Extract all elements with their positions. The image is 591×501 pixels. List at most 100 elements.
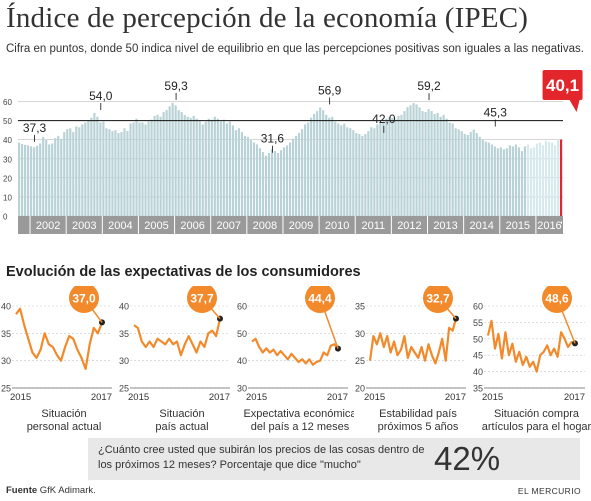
callout-box (542, 70, 583, 100)
bar (523, 146, 527, 216)
bar (78, 127, 81, 216)
bar (466, 134, 469, 216)
chart-title-line: del país a 12 meses (251, 421, 350, 433)
bar (288, 142, 292, 216)
question-value: 42% (434, 440, 501, 477)
x-tick-label: 2017 (209, 392, 230, 403)
annotation-label: 56,9 (318, 83, 342, 97)
bar (481, 139, 484, 216)
year-label: 2015 (506, 220, 530, 232)
series-line (133, 318, 222, 357)
y-tick-label: 50 (473, 334, 483, 344)
bar (454, 128, 457, 216)
bar (63, 132, 66, 216)
bar (424, 112, 427, 216)
y-tick-label: 40 (3, 136, 12, 145)
bar (177, 110, 180, 216)
bar (255, 144, 259, 216)
y-tick-label: 30 (3, 155, 12, 164)
bar (270, 149, 274, 216)
bar (355, 133, 358, 216)
bar (514, 144, 517, 216)
bar (213, 116, 216, 216)
y-tick-label: 35 (119, 329, 129, 339)
bar (72, 132, 75, 216)
footer-source: Fuente GfK Adimark. (6, 485, 96, 496)
bars (18, 102, 563, 216)
latest-point (335, 345, 341, 352)
bar (370, 127, 373, 216)
bar (298, 133, 301, 216)
bar (340, 125, 343, 216)
series-line (251, 337, 339, 366)
bar (138, 122, 141, 216)
bar (511, 146, 514, 216)
bar (358, 133, 361, 216)
bar (120, 132, 123, 216)
bar (267, 153, 271, 216)
ipec-bar-chart: 0 10 20 30 40 50 60 2002 2003 2004 2005 2006 2007 200… (3, 70, 583, 234)
badge-label: 37,7 (190, 292, 214, 306)
bar (559, 139, 563, 216)
bar (81, 124, 84, 216)
bar (234, 130, 237, 216)
bar (210, 119, 213, 216)
bar (216, 118, 219, 216)
x-tick-label: 2015 (364, 392, 385, 403)
bar (391, 117, 394, 216)
bar (346, 127, 349, 216)
bar (33, 147, 36, 216)
y-tick-label: 40 (237, 356, 247, 366)
question-box: ¿Cuánto cree usted que subirán los preci… (88, 438, 580, 480)
bar (201, 124, 204, 216)
bar (328, 117, 331, 216)
y-tick-label: 35 (473, 384, 483, 394)
bar (171, 102, 174, 216)
badge-label: 44,4 (308, 292, 332, 306)
y-tick-label: 30 (355, 329, 365, 339)
x-tick-label: 2017 (564, 392, 585, 403)
page-title: Índice de percepción de la economía (IPE… (6, 2, 529, 34)
bar (174, 105, 177, 216)
bar (249, 139, 253, 216)
bar (54, 138, 57, 216)
footer-brand: EL MERCURIO (517, 486, 581, 496)
bar (96, 116, 99, 216)
x-tick-label: 2015 (128, 392, 149, 403)
bar (237, 128, 240, 216)
bar (57, 135, 60, 216)
bar (60, 138, 63, 216)
year-label: 2016 (537, 220, 561, 232)
bar (409, 105, 412, 216)
bar (541, 145, 545, 216)
bar (117, 133, 120, 216)
bar (129, 123, 132, 216)
bar (69, 128, 72, 216)
bar (204, 121, 207, 216)
badge-label: 48,6 (545, 292, 569, 306)
bar (261, 152, 265, 216)
bar (373, 128, 376, 216)
bar (394, 119, 397, 216)
bar (376, 124, 379, 216)
annotation-label: 42,0 (372, 112, 396, 126)
bar (285, 145, 289, 216)
bar (75, 126, 78, 216)
bar (421, 111, 424, 216)
bar (325, 114, 328, 216)
bar (319, 107, 322, 216)
y-tick-label: 40 (1, 302, 11, 312)
chart-estabilidad-pais: 20 25 30 35 32,7 2015 2017 Estabilidad paíspróx… (355, 286, 466, 433)
bar (225, 123, 228, 216)
bar (195, 118, 198, 216)
bar (228, 121, 231, 216)
chart-title-line: próximos 5 años (378, 421, 459, 433)
bar (168, 106, 171, 216)
annotation-label: 37,3 (23, 121, 47, 135)
y-tick-label: 0 (3, 213, 8, 222)
y-tick-label: 60 (237, 302, 247, 312)
bar (24, 144, 27, 216)
bar (156, 114, 159, 216)
year-label: 2008 (253, 220, 277, 232)
year-label: 2006 (180, 220, 204, 232)
